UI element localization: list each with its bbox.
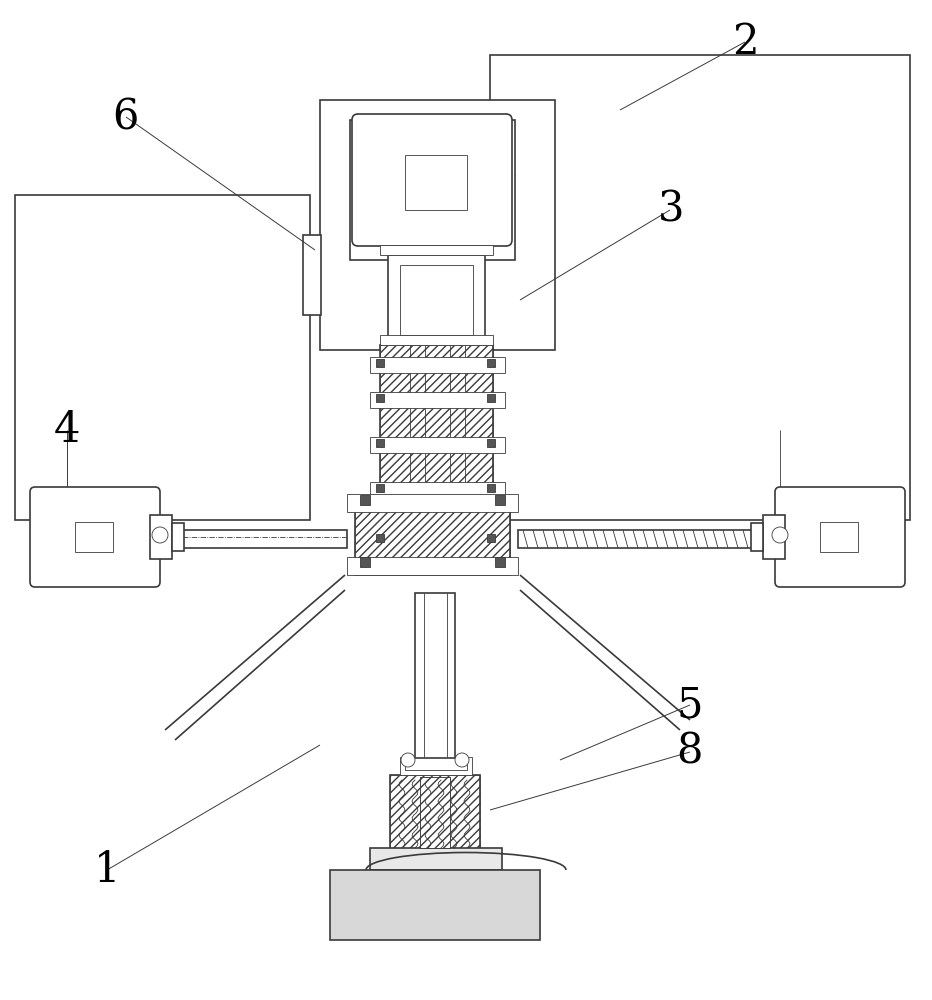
Bar <box>380 345 493 570</box>
Bar <box>405 155 467 210</box>
Bar <box>376 534 384 542</box>
Bar <box>172 523 184 551</box>
Bar <box>75 522 113 552</box>
FancyBboxPatch shape <box>352 114 512 246</box>
Bar <box>390 775 480 850</box>
Text: 1: 1 <box>94 849 120 891</box>
Text: 6: 6 <box>113 96 139 138</box>
Bar <box>495 495 505 505</box>
Bar <box>388 255 485 345</box>
Circle shape <box>401 753 415 767</box>
Bar <box>400 265 473 335</box>
Bar <box>400 757 472 775</box>
Bar <box>15 195 310 520</box>
Bar <box>350 120 515 260</box>
Bar <box>370 392 505 408</box>
Bar <box>330 870 540 940</box>
Bar <box>150 515 172 559</box>
Bar <box>751 523 763 551</box>
Text: 5: 5 <box>677 684 703 726</box>
Bar <box>420 777 450 848</box>
Bar <box>370 532 505 548</box>
Bar <box>360 557 370 567</box>
Bar <box>405 758 467 770</box>
Bar <box>420 777 450 848</box>
Circle shape <box>455 753 469 767</box>
Bar <box>158 530 347 548</box>
Bar <box>370 437 505 453</box>
Bar <box>355 500 510 575</box>
Bar <box>415 593 455 760</box>
Bar <box>347 557 518 575</box>
Bar <box>490 55 910 520</box>
Bar <box>820 522 858 552</box>
Bar <box>376 359 384 367</box>
FancyBboxPatch shape <box>775 487 905 587</box>
Bar <box>390 775 480 850</box>
Bar <box>487 439 495 447</box>
Text: 8: 8 <box>677 731 703 773</box>
Bar <box>360 495 370 505</box>
Bar <box>370 848 502 870</box>
Circle shape <box>772 527 788 543</box>
Bar <box>370 357 505 373</box>
Bar <box>380 345 493 570</box>
Bar <box>487 359 495 367</box>
Bar <box>487 534 495 542</box>
Bar <box>487 394 495 402</box>
Bar <box>376 394 384 402</box>
Bar <box>303 235 321 315</box>
Bar <box>376 439 384 447</box>
Text: 3: 3 <box>658 189 684 231</box>
Bar <box>376 484 384 492</box>
Bar <box>347 494 518 512</box>
Bar <box>320 100 555 350</box>
Circle shape <box>152 527 168 543</box>
Bar <box>355 500 510 575</box>
Bar <box>495 557 505 567</box>
Bar <box>518 530 778 548</box>
FancyBboxPatch shape <box>30 487 160 587</box>
Text: 2: 2 <box>733 21 759 63</box>
Bar <box>487 484 495 492</box>
Bar <box>380 245 493 255</box>
Bar <box>380 335 493 345</box>
Text: 4: 4 <box>54 409 80 451</box>
Bar <box>763 515 785 559</box>
Bar <box>370 482 505 498</box>
